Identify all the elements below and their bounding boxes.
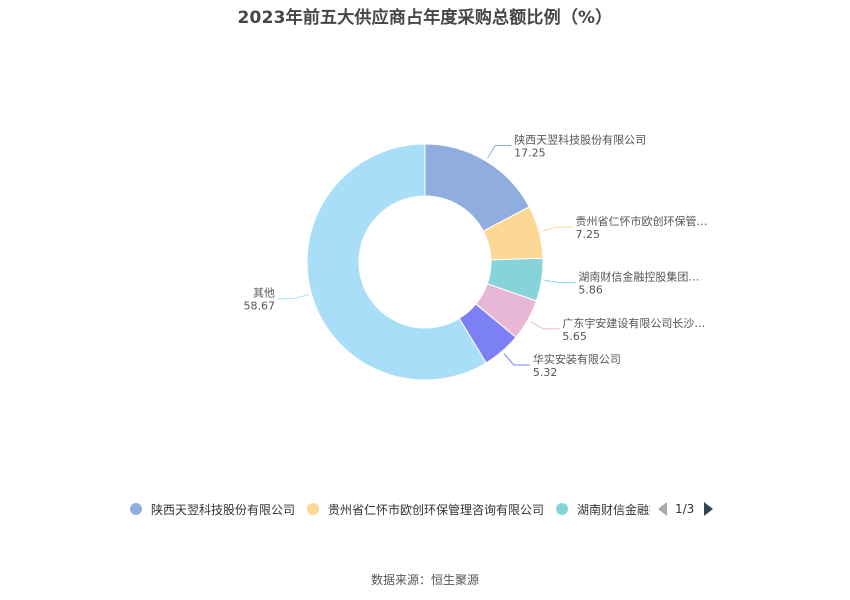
slice-label-2: 湖南财信金融控股集团… — [578, 270, 699, 284]
legend-prev-icon[interactable] — [658, 502, 667, 516]
legend: 陕西天翌科技股份有限公司 贵州省仁怀市欧创环保管理咨询有限公司 湖南财信金融控股集团… — [130, 500, 714, 518]
slice-5[interactable] — [306, 143, 487, 381]
slice-value-3: 5.65 — [562, 330, 587, 343]
chart-title: 2023年前五大供应商占年度采购总额比例（%） — [237, 8, 613, 28]
legend-item-2[interactable]: 湖南财信金融控股集团有限公司 — [556, 501, 650, 518]
leader-line-4 — [503, 353, 530, 366]
slice-label-0: 陕西天翌科技股份有限公司 — [514, 132, 646, 146]
leader-line-2 — [544, 279, 576, 284]
slice-label-1: 贵州省仁怀市欧创环保管… — [575, 214, 707, 228]
legend-marker-icon — [130, 503, 142, 515]
legend-marker-icon — [307, 503, 320, 515]
slice-value-2: 5.86 — [578, 284, 603, 297]
leader-line-5 — [278, 294, 309, 300]
slice-label-4: 华实安装有限公司 — [533, 352, 621, 366]
slice-value-0: 17.25 — [514, 146, 546, 159]
leader-line-3 — [530, 321, 560, 330]
data-source: 数据来源：恒生聚源 — [370, 573, 479, 587]
slice-value-5: 58.67 — [244, 300, 276, 313]
legend-label: 贵州省仁怀市欧创环保管理咨询有限公司 — [328, 502, 545, 517]
legend-items: 陕西天翌科技股份有限公司 贵州省仁怀市欧创环保管理咨询有限公司 湖南财信金融控股集团… — [130, 501, 650, 518]
legend-item-0[interactable]: 陕西天翌科技股份有限公司 — [130, 501, 295, 518]
slice-value-1: 7.25 — [575, 228, 600, 241]
leader-line-0 — [486, 144, 512, 159]
legend-pager: 1/3 — [658, 502, 714, 516]
legend-page-indicator: 1/3 — [675, 502, 695, 516]
legend-next-icon[interactable] — [704, 502, 714, 516]
legend-item-1[interactable]: 贵州省仁怀市欧创环保管理咨询有限公司 — [307, 501, 544, 518]
legend-label: 陕西天翌科技股份有限公司 — [151, 502, 296, 517]
legend-label: 湖南财信金融控股集团有限公司 — [577, 502, 650, 517]
slice-value-4: 5.32 — [533, 366, 558, 379]
slice-label-5: 其他 — [253, 287, 275, 300]
legend-marker-icon — [556, 503, 569, 515]
leader-line-1 — [541, 226, 573, 232]
slice-label-3: 广东宇安建设有限公司长沙… — [562, 316, 705, 330]
